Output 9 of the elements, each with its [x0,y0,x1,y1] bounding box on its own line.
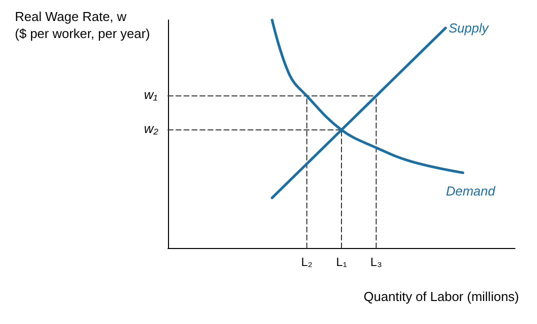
x-tick-label: L₂ [301,255,313,269]
x-tick-label: L₃ [370,255,382,269]
series-label: Demand [446,183,496,198]
text: w₂ [144,120,158,136]
text: w₁ [144,86,158,102]
y-axis-title: Real Wage Rate, w ($ per worker, per year) [14,9,150,41]
x-axis-title: Quantity of Labor (millions) [364,289,520,304]
series-label: Supply [448,20,490,36]
x-tick-label: L₁ [336,255,347,269]
